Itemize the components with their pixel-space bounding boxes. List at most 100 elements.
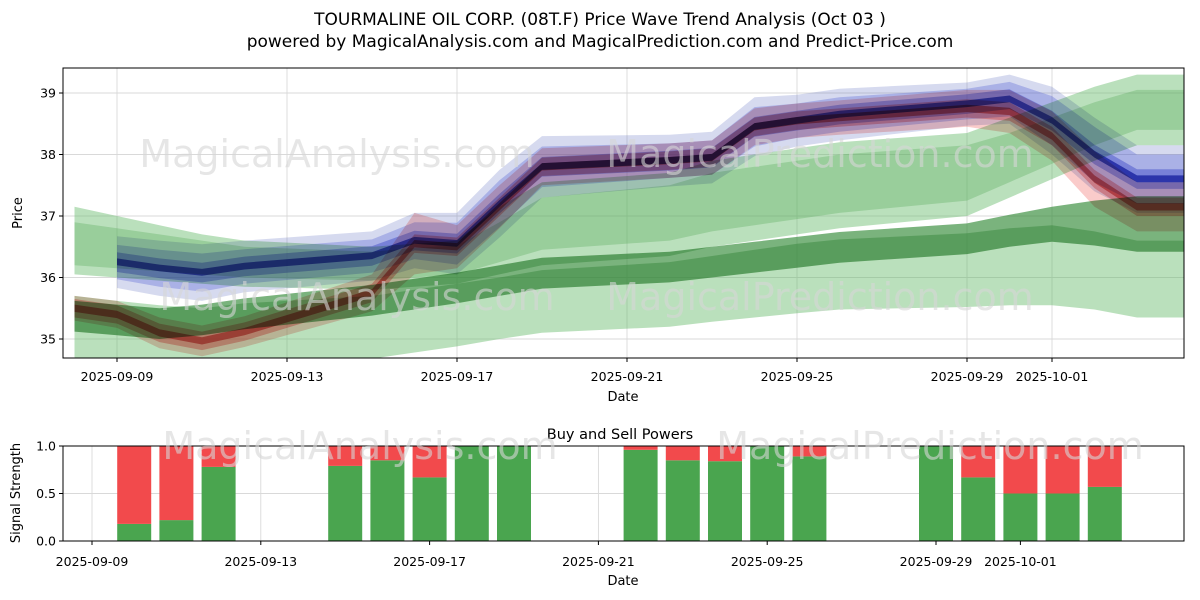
signal-bars [117, 446, 1122, 541]
signal-bar-group [201, 446, 236, 541]
signal-bar-group [1045, 446, 1080, 541]
buy-power-bar [1003, 493, 1038, 541]
signal-chart: Buy and Sell Powers 2025-09-09 2025-09-13… [9, 424, 1185, 589]
watermark-prediction: MagicalPrediction.com [716, 424, 1144, 468]
figure-title: TOURMALINE OIL CORP. (08T.F) Price Wave … [247, 10, 954, 52]
price-y-tick-label: 39 [40, 86, 56, 101]
price-x-tick-label: 2025-09-29 [931, 369, 1004, 384]
buy-power-bar [370, 460, 405, 541]
signal-y-axis-label: Signal Strength [9, 443, 24, 543]
signal-chart-watermarks: MagicalAnalysis.com MagicalPrediction.com [162, 424, 1143, 468]
buy-power-bar [708, 461, 742, 541]
price-chart-ticks: 2025-09-09 2025-09-13 2025-09-17 2025-09-21… [40, 86, 1088, 385]
sell-power-bar [370, 446, 405, 461]
price-band-green-outer-lower-band [74, 225, 1184, 358]
signal-x-axis-label: Date [607, 574, 638, 589]
signal-bar-group [961, 446, 996, 541]
price-band-blue-wide-band [117, 81, 1184, 292]
signal-bar-group [454, 446, 489, 541]
price-x-axis-label: Date [607, 390, 638, 405]
buy-power-bar [961, 477, 996, 541]
signal-x-tick-label: 2025-09-09 [56, 554, 129, 569]
buy-power-bar [1045, 493, 1080, 541]
price-chart-watermarks: MagicalAnalysis.com MagicalPrediction.com… [139, 132, 1033, 319]
sell-power-bar [328, 446, 363, 466]
watermark-prediction: MagicalPrediction.com [606, 132, 1034, 176]
price-y-tick-label: 37 [40, 209, 56, 224]
sell-power-bar [1087, 446, 1122, 487]
buy-power-bar [497, 446, 531, 541]
buy-power-bar [201, 466, 236, 541]
price-x-tick-label: 2025-09-17 [421, 369, 494, 384]
buy-power-bar [623, 449, 658, 541]
buy-power-bar [328, 465, 363, 541]
price-wave-bands [74, 74, 1184, 358]
signal-bar-group [623, 446, 658, 541]
signal-chart-title: Buy and Sell Powers [547, 427, 693, 443]
signal-x-tick-label: 2025-09-17 [393, 554, 466, 569]
signal-bar-group [328, 446, 363, 541]
watermark-analysis: MagicalAnalysis.com [139, 132, 534, 176]
price-chart: 2025-09-09 2025-09-13 2025-09-17 2025-09-21… [11, 67, 1185, 405]
price-band-blue-mid-band [117, 89, 1184, 283]
buy-power-bar [1087, 486, 1122, 541]
buy-power-bar [412, 477, 447, 541]
sell-power-bar [201, 446, 236, 467]
sell-power-bar [412, 446, 447, 478]
price-chart-frame [62, 67, 1185, 359]
sell-power-bar [961, 446, 996, 478]
signal-y-tick-label: 0.5 [36, 486, 56, 501]
price-y-axis-label: Price [11, 197, 26, 229]
signal-bar-group [370, 446, 405, 541]
sell-power-bar [623, 446, 658, 450]
price-x-tick-label: 2025-10-01 [1016, 369, 1089, 384]
buy-power-bar [750, 446, 785, 541]
signal-bar-group [497, 446, 531, 541]
signal-x-tick-label: 2025-09-29 [900, 554, 973, 569]
price-y-tick-label: 38 [40, 147, 56, 162]
signal-bar-group [792, 446, 827, 541]
signal-bar-group [412, 446, 447, 541]
buy-power-bar [159, 520, 194, 541]
price-y-tick-label: 36 [40, 270, 56, 285]
buy-power-bar [117, 523, 152, 541]
signal-x-tick-label: 2025-09-13 [224, 554, 297, 569]
buy-power-bar [665, 460, 700, 541]
signal-x-tick-label: 2025-10-01 [984, 554, 1057, 569]
signal-bar-group [919, 446, 953, 541]
sell-power-bar [159, 446, 194, 521]
sell-power-bar [1045, 446, 1080, 494]
figure-title-line1: TOURMALINE OIL CORP. (08T.F) Price Wave … [313, 10, 886, 30]
price-x-tick-label: 2025-09-25 [761, 369, 834, 384]
signal-bar-group [1003, 446, 1038, 541]
sell-power-bar [708, 446, 742, 462]
signal-chart-ticks: 2025-09-09 2025-09-13 2025-09-17 2025-09-21… [36, 439, 1057, 570]
price-y-tick-label: 35 [40, 332, 56, 347]
signal-x-tick-label: 2025-09-25 [731, 554, 804, 569]
watermark-analysis: MagicalAnalysis.com [162, 424, 557, 468]
watermark-prediction: MagicalPrediction.com [606, 275, 1034, 319]
buy-power-bar [792, 456, 827, 541]
price-band-red-wide-band [74, 89, 1184, 357]
signal-bar-group [159, 446, 194, 541]
signal-y-tick-label: 0.0 [36, 534, 56, 549]
buy-power-bar [454, 446, 489, 541]
buy-power-bar [919, 446, 953, 541]
signal-bar-group [1087, 446, 1122, 541]
figure-title-line2: powered by MagicalAnalysis.com and Magic… [247, 32, 954, 52]
signal-x-tick-label: 2025-09-21 [562, 554, 635, 569]
sell-power-bar [792, 446, 827, 457]
signal-bar-group [117, 446, 152, 541]
signal-bar-group [708, 446, 742, 541]
signal-bar-group [665, 446, 700, 541]
price-x-tick-label: 2025-09-09 [81, 369, 154, 384]
sell-power-bar [117, 446, 152, 524]
price-x-tick-label: 2025-09-13 [251, 369, 324, 384]
sell-power-bar [665, 446, 700, 461]
signal-bar-group [750, 446, 785, 541]
watermark-analysis: MagicalAnalysis.com [159, 275, 554, 319]
price-x-tick-label: 2025-09-21 [591, 369, 664, 384]
signal-y-tick-label: 1.0 [36, 439, 56, 454]
sell-power-bar [1003, 446, 1038, 494]
